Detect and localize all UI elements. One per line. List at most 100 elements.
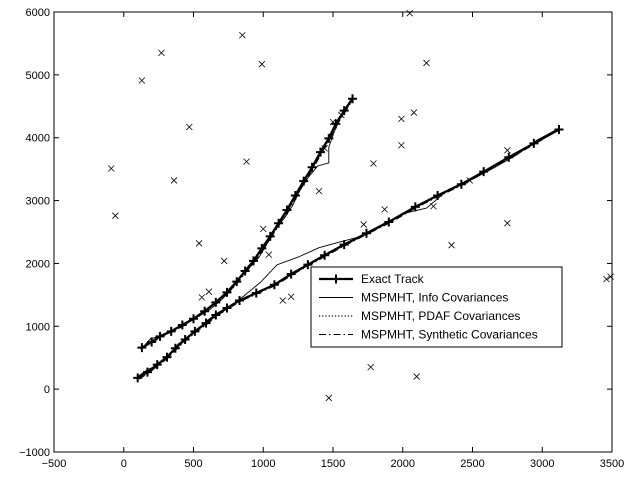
exact-track-point: [248, 256, 258, 266]
clutter-point: [329, 118, 337, 126]
clutter-point: [338, 111, 345, 119]
clutter-point: [138, 77, 146, 84]
exact-track-point: [456, 179, 466, 189]
y-tick-label: 2000: [26, 258, 50, 270]
clutter-point: [448, 241, 455, 249]
clutter-point: [413, 373, 420, 380]
clutter-point: [360, 221, 367, 228]
exact-track-point: [147, 337, 157, 347]
clutter-point: [265, 251, 273, 258]
clutter-point: [205, 288, 213, 295]
clutter-point: [220, 257, 228, 265]
exact-track-point: [211, 297, 221, 307]
exact-track-point: [324, 133, 334, 143]
exact-track-point: [303, 260, 313, 270]
clutter-point: [158, 49, 165, 57]
clutter-point: [170, 177, 178, 184]
exact-track-point: [189, 314, 198, 324]
clutter-point: [504, 219, 511, 227]
clutter-point: [398, 141, 405, 149]
exact-track-point: [222, 287, 232, 297]
exact-track-point: [299, 176, 309, 186]
x-tick-label: 3000: [530, 458, 554, 470]
exact-track-point: [155, 331, 165, 341]
exact-track-point: [170, 343, 180, 353]
clutter-point: [279, 297, 287, 304]
legend-label: Exact Track: [361, 272, 425, 286]
clutter-point: [603, 275, 610, 283]
axis-ticks: −500 0 500 1000 1500 2000 2500 3000 3500 −1000 0 10…: [19, 7, 624, 470]
y-tick-label: 6000: [26, 7, 50, 19]
exact-track-point: [251, 288, 261, 298]
clutter-point: [198, 294, 206, 301]
exact-track-point: [554, 125, 564, 135]
clutter-point: [367, 363, 374, 371]
exact-track-point: [339, 240, 349, 250]
clutter-point: [243, 158, 250, 165]
x-tick-label: −500: [42, 458, 67, 470]
exact-track-point: [269, 280, 279, 290]
clutter-point: [239, 31, 246, 39]
clutter-point: [423, 59, 430, 67]
exact-track-point: [166, 326, 176, 336]
clutter-point: [287, 293, 295, 301]
x-tick-label: 2500: [460, 458, 484, 470]
exact-track-point: [433, 191, 443, 201]
clutter-point: [258, 60, 266, 68]
clutter-point: [325, 394, 333, 402]
exact-track-point: [286, 269, 296, 279]
clutter-point: [381, 206, 388, 213]
exact-track-point: [211, 310, 221, 320]
exact-track-point: [320, 250, 330, 260]
exact-track-point: [348, 94, 358, 104]
exact-track-point: [257, 243, 267, 253]
exact-track-point: [133, 373, 143, 383]
exact-track-point: [137, 343, 147, 353]
exact-track-point: [162, 352, 172, 362]
exact-track-point: [265, 231, 275, 241]
exact-track-point: [529, 138, 539, 148]
clutter-point: [466, 177, 473, 184]
exact-track-point: [282, 205, 292, 215]
exact-track-point: [274, 218, 284, 228]
exact-track-point: [190, 326, 200, 336]
x-tick-label: 1000: [251, 458, 275, 470]
x-tick-label: 500: [184, 458, 202, 470]
exact-track-point: [235, 296, 245, 306]
exact-track-point: [504, 152, 514, 162]
clutter-point: [398, 115, 405, 123]
y-tick-label: 1000: [26, 321, 50, 333]
clutter-point: [112, 212, 119, 219]
exact-track-point: [479, 167, 489, 177]
axes-frame: [53, 11, 613, 453]
exact-track-point: [177, 320, 187, 330]
clutter-point: [195, 240, 203, 247]
clutter-point: [504, 147, 511, 154]
exact-track-point: [307, 162, 317, 172]
clutter-point: [321, 145, 328, 152]
clutter-point: [410, 109, 418, 116]
clutter-point: [430, 202, 437, 210]
exact-track-point: [361, 228, 371, 238]
clutter-point: [259, 225, 267, 233]
exact-track-point: [152, 360, 162, 370]
exact-track-point: [339, 106, 349, 116]
series-x-marker: [107, 9, 614, 402]
y-tick-label: −1000: [19, 447, 50, 459]
exact-track-point: [410, 202, 420, 212]
series-line: [141, 98, 354, 349]
exact-track-point: [222, 303, 232, 313]
clutter-point: [607, 273, 614, 280]
exact-track-point: [315, 147, 325, 157]
exact-track-point: [290, 191, 300, 201]
exact-track-point: [180, 334, 190, 344]
clutter-point: [370, 160, 377, 167]
legend-label: MSPMHT, Info Covariances: [361, 291, 508, 305]
exact-track-point: [200, 306, 210, 316]
exact-track-point: [331, 274, 341, 284]
clutter-point: [315, 187, 323, 195]
series-bold-plus: [133, 94, 564, 383]
exact-track-point: [331, 119, 341, 129]
series-line: [137, 128, 560, 379]
